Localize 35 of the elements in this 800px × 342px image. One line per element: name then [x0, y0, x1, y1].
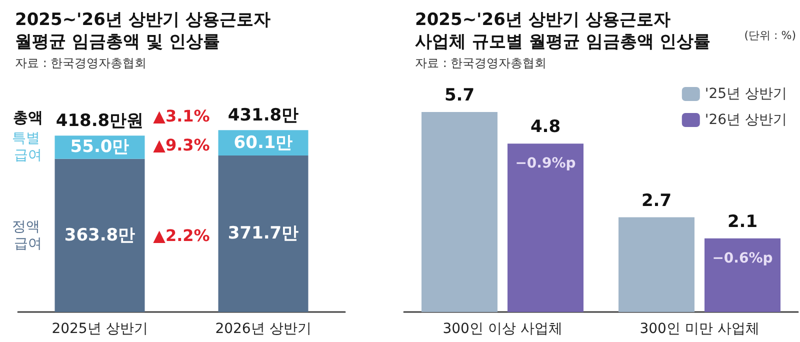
bar [704, 238, 780, 312]
data-label: 363.8만 [64, 225, 136, 246]
annotation: −0.6%p [712, 250, 773, 266]
bar [618, 217, 694, 312]
chart-title: 2025~'26년 상반기 상용근로자 월평균 임금총액 및 인상률 [15, 10, 270, 52]
text: 총액 [13, 108, 43, 127]
x-tick-label: 300인 이상 사업체 [442, 321, 562, 337]
bar [508, 144, 584, 312]
text: ▲3.1% [153, 106, 210, 126]
data-label: 5.7 [444, 86, 475, 106]
series-label: 특별 급여 [12, 130, 44, 164]
data-label: 4.8 [530, 117, 561, 138]
annotation: ▲2.2% [153, 226, 210, 245]
chart-subtitle: 자료 : 한국경영자총협회 [15, 56, 147, 70]
data-label: 2.1 [727, 212, 758, 232]
data-label: 60.1만 [234, 132, 293, 153]
x-tick-label: 2025년 상반기 [52, 321, 148, 337]
total-label: 418.8만원 [56, 111, 144, 132]
annotation: −0.9%p [515, 156, 576, 172]
bar [54, 158, 145, 312]
x-tick-label: 300인 미만 사업체 [640, 321, 760, 337]
data-label: 371.7만 [228, 224, 299, 244]
legend-label: '26년 상반기 [704, 112, 788, 128]
x-tick-label: 2026년 상반기 [215, 321, 312, 337]
chart-subtitle: 자료 : 한국경영자총협회 [415, 56, 547, 70]
series-label: 정액 급여 [12, 218, 44, 252]
annotation: ▲9.3% [153, 136, 210, 155]
chart-title: 2025~'26년 상반기 상용근로자 사업체 규모별 월평균 임금총액 인상률 [415, 10, 711, 52]
data-label: 55.0만 [70, 137, 130, 158]
legend-label: '25년 상반기 [704, 86, 788, 102]
text: (단위 : %) [744, 29, 796, 42]
data-label: 2.7 [641, 190, 672, 211]
bar [422, 112, 498, 312]
total-label: 431.8만 [228, 106, 299, 126]
bar [218, 155, 308, 312]
